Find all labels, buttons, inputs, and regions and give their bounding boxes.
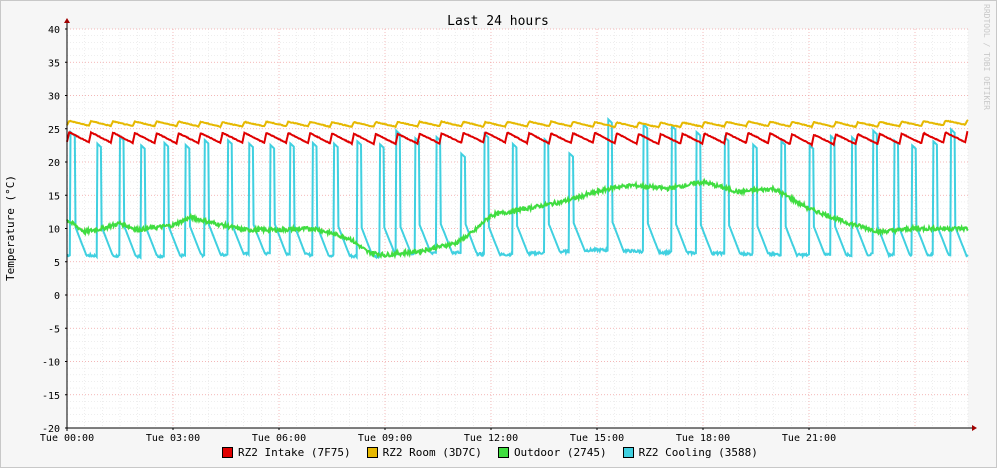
x-tick-label: Tue 03:00 bbox=[146, 433, 200, 444]
y-tick-label: 20 bbox=[48, 158, 60, 169]
legend-swatch-cooling bbox=[622, 447, 634, 458]
legend-item-outdoor: Outdoor (2745) bbox=[497, 446, 607, 459]
y-tick-label: -15 bbox=[42, 391, 60, 402]
x-tick-label: Tue 00:00 bbox=[40, 433, 94, 444]
legend: RZ2 Intake (7F75) RZ2 Room (3D7C) Outdoo… bbox=[222, 446, 758, 459]
y-tick-label: 25 bbox=[48, 125, 60, 136]
y-tick-label: -10 bbox=[42, 358, 60, 369]
legend-label-room: RZ2 Room (3D7C) bbox=[382, 446, 482, 459]
series-layer bbox=[66, 116, 969, 260]
legend-swatch-outdoor bbox=[497, 447, 509, 458]
y-tick-label: 30 bbox=[48, 92, 60, 103]
y-axis-arrow bbox=[64, 18, 70, 23]
series-line-outdoor bbox=[66, 177, 969, 260]
x-tick-label: Tue 15:00 bbox=[570, 433, 624, 444]
x-tick-label: Tue 06:00 bbox=[252, 433, 306, 444]
x-tick-label: Tue 21:00 bbox=[782, 433, 836, 444]
x-tick-label: Tue 09:00 bbox=[358, 433, 412, 444]
legend-item-cooling: RZ2 Cooling (3588) bbox=[622, 446, 758, 459]
x-tick-label: Tue 18:00 bbox=[676, 433, 730, 444]
legend-swatch-intake bbox=[222, 447, 233, 458]
legend-swatch-room bbox=[366, 447, 378, 458]
series-line-cooling bbox=[66, 116, 969, 260]
legend-label-outdoor: Outdoor (2745) bbox=[513, 446, 607, 459]
y-tick-label: 35 bbox=[48, 58, 60, 69]
y-tick-label: 15 bbox=[48, 191, 60, 202]
y-tick-label: 10 bbox=[48, 225, 60, 236]
y-tick-label: 5 bbox=[54, 258, 60, 269]
y-tick-label: -20 bbox=[42, 424, 60, 435]
x-tick-label: Tue 12:00 bbox=[464, 433, 518, 444]
chart-title: Last 24 hours bbox=[447, 14, 549, 29]
y-tick-label: -5 bbox=[48, 324, 60, 335]
legend-item-room: RZ2 Room (3D7C) bbox=[366, 446, 482, 459]
legend-item-intake: RZ2 Intake (7F75) bbox=[222, 446, 351, 459]
watermark: RRDTOOL / TOBI OETIKER bbox=[982, 4, 991, 110]
legend-label-intake: RZ2 Intake (7F75) bbox=[238, 446, 351, 459]
legend-label-cooling: RZ2 Cooling (3588) bbox=[638, 446, 758, 459]
y-tick-label: 0 bbox=[54, 291, 60, 302]
x-axis-arrow bbox=[972, 425, 977, 431]
series-line-room bbox=[66, 119, 969, 129]
y-tick-label: 40 bbox=[48, 25, 60, 36]
series-line-intake bbox=[66, 130, 969, 148]
y-axis-label: Temperature (°C) bbox=[4, 175, 17, 281]
